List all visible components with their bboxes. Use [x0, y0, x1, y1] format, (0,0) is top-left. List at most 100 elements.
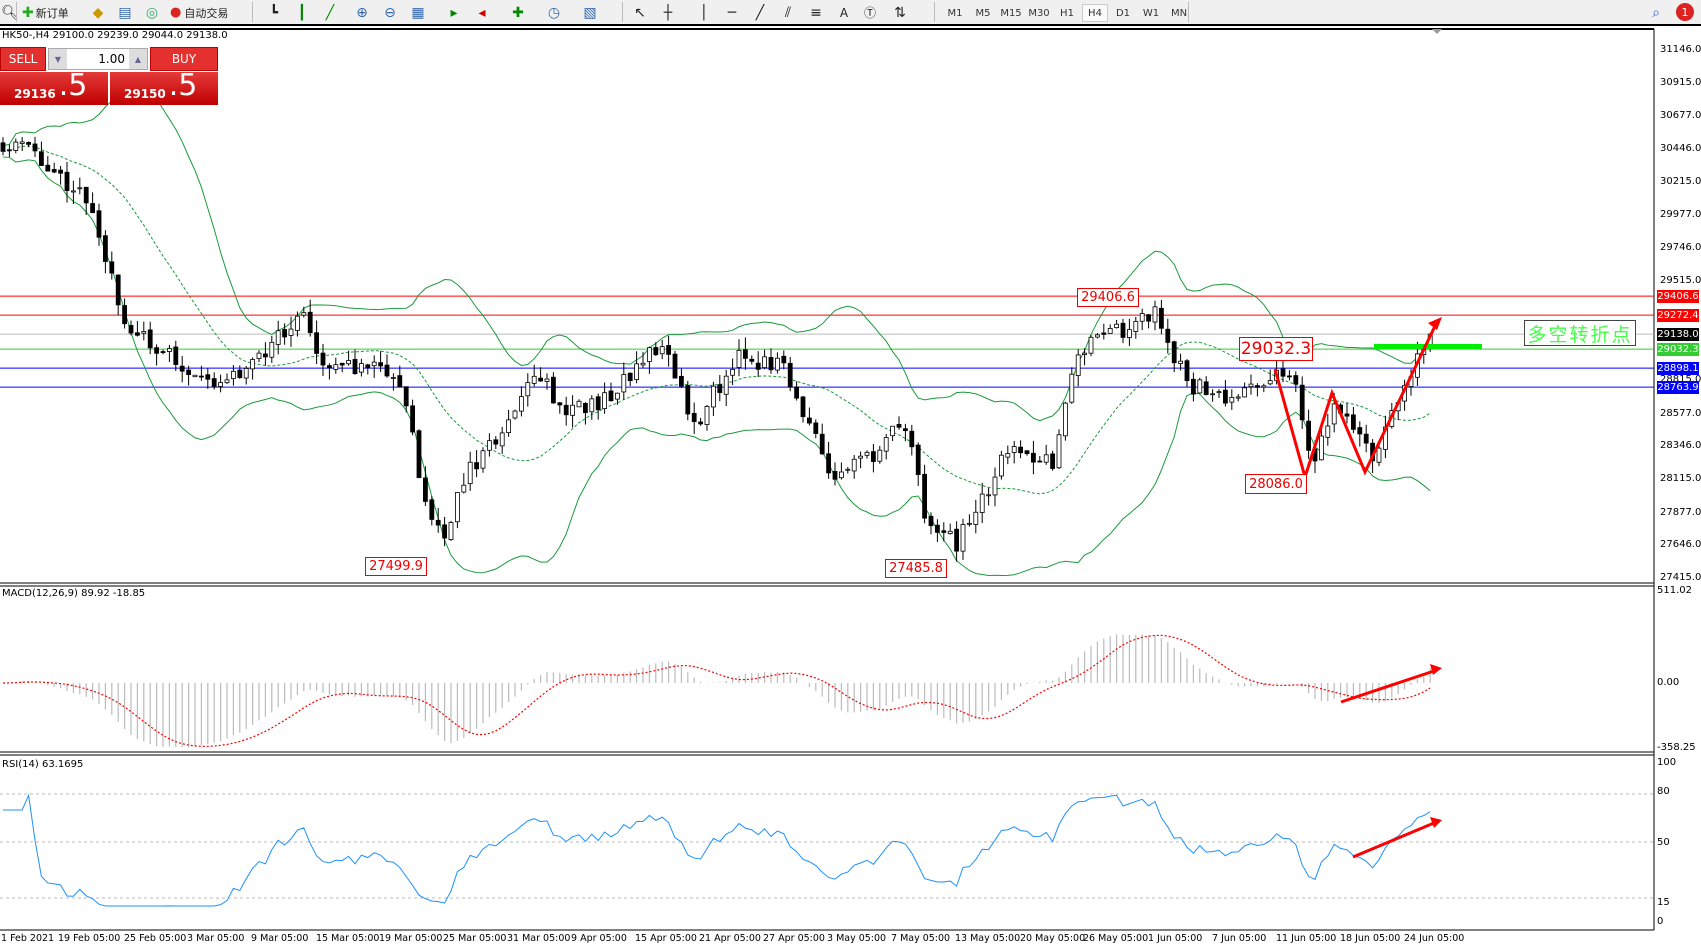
zoom-out-icon[interactable]: ⊖ [384, 4, 396, 21]
decrease-lot-button[interactable]: ▼ [49, 49, 67, 69]
autoscroll-icon[interactable]: ▸ [450, 4, 458, 21]
candle-body [1267, 380, 1273, 385]
new-order-button[interactable]: ✚ 新订单 [22, 3, 69, 22]
timeframe-w1[interactable]: W1 [1142, 7, 1160, 19]
equidistant-channel-icon[interactable]: ⫽ [784, 4, 792, 21]
candle-body [1005, 453, 1011, 458]
bollinger-middle [2, 145, 1431, 495]
sell-price[interactable]: 29136.5 [0, 71, 108, 105]
candle-body [410, 405, 416, 433]
candle-body [218, 382, 224, 387]
candle-body [736, 349, 742, 368]
time-axis-label: 3 May 05:00 [827, 933, 887, 944]
separator [622, 2, 623, 22]
annotation-recent-low[interactable]: 28086.0 [1245, 474, 1307, 494]
tile-windows-icon[interactable]: ▦ [411, 4, 425, 21]
time-axis-label: 27 Apr 05:00 [763, 933, 825, 944]
timeframe-h1[interactable]: H1 [1060, 7, 1074, 19]
time-axis-label: 7 Jun 05:00 [1212, 933, 1267, 944]
candle-body [134, 332, 140, 336]
search-icon[interactable]: ⌕ [1652, 4, 1660, 21]
zoom-in-icon[interactable]: ⊕ [356, 4, 368, 21]
candle-body [909, 430, 915, 448]
time-axis-label: 15 Apr 05:00 [635, 933, 697, 944]
text-icon[interactable]: A [839, 5, 849, 20]
arrows-icon[interactable]: ⇅ [894, 4, 906, 21]
annotation-low-may[interactable]: 27485.8 [885, 559, 947, 578]
turning-point-label[interactable]: 多空转折点 [1524, 320, 1636, 346]
sell-button[interactable]: SELL [0, 47, 46, 71]
text-label-icon[interactable]: Ⓣ [863, 6, 876, 20]
candle-body [647, 347, 652, 362]
candle-body [422, 477, 428, 502]
increase-lot-button[interactable]: ▲ [129, 49, 147, 69]
candle-body [883, 437, 889, 452]
rsi-axis-label: 0 [1657, 916, 1664, 927]
candle-body [1197, 379, 1203, 394]
candle-body [999, 454, 1004, 477]
buy-button[interactable]: BUY [150, 47, 218, 71]
candle-body [166, 348, 172, 352]
candle-body [544, 378, 550, 382]
time-axis-label: 1 Jun 05:00 [1148, 933, 1203, 944]
candle-body [51, 169, 57, 173]
chart-shift-icon[interactable]: ◂ [478, 4, 486, 21]
annotation-high[interactable]: 29406.6 [1077, 288, 1139, 307]
candle-body [871, 451, 876, 462]
timeframe-m30[interactable]: M30 [1028, 7, 1050, 19]
buy-price-fraction: .5 [168, 68, 198, 103]
candle-body [1146, 314, 1151, 322]
candle-body [615, 392, 620, 400]
trendline-icon[interactable]: ╱ [755, 4, 765, 21]
auto-trading-button[interactable]: ● 自动交易 [170, 3, 228, 22]
crosshair-icon[interactable]: ┼ [663, 4, 673, 21]
new-order-icon: ✚ [22, 4, 34, 21]
fibonacci-icon[interactable]: ≡ [810, 4, 822, 21]
timeframe-m15[interactable]: M15 [1000, 7, 1022, 19]
candle-body [1120, 322, 1126, 338]
templates-icon[interactable]: ▧ [583, 4, 597, 21]
candle-body [294, 315, 300, 331]
new-order-label: 新订单 [35, 6, 69, 20]
candle-body [928, 515, 934, 527]
navigator-icon[interactable]: ◆ [92, 4, 104, 21]
vertical-line-icon[interactable]: │ [699, 4, 709, 21]
chart-window[interactable] [0, 28, 1701, 949]
candle-body [506, 419, 512, 434]
candle-body [346, 360, 352, 365]
indicators-icon[interactable]: ✚ [512, 4, 524, 21]
buy-price[interactable]: 29150.5 [110, 68, 218, 105]
signals-icon[interactable]: ◎ [145, 4, 159, 21]
timeframe-m5[interactable]: M5 [975, 7, 991, 19]
candle-body [672, 353, 678, 379]
candle-body [0, 142, 6, 152]
chart-canvas[interactable] [0, 28, 1701, 949]
timeframe-mn[interactable]: MN [1170, 7, 1188, 19]
candle-body [1011, 446, 1017, 453]
notification-badge[interactable]: 1 [1676, 3, 1694, 21]
timeframe-m1[interactable]: M1 [947, 7, 963, 19]
candle-body [275, 330, 281, 345]
horizontal-line-icon[interactable]: ─ [727, 4, 737, 21]
candlestick-chart-icon[interactable]: ┃ [297, 4, 307, 21]
candle-body [71, 190, 76, 193]
line-chart-icon[interactable]: ╱ [325, 4, 335, 21]
terminal-icon[interactable]: ▤ [118, 4, 132, 21]
candle-body [1152, 306, 1158, 323]
bar-chart-icon[interactable]: ┗ [269, 4, 279, 21]
annotation-pivot[interactable]: 29032.3 [1239, 337, 1313, 361]
timeframe-d1[interactable]: D1 [1115, 7, 1131, 19]
lot-size-input[interactable]: 1.00 [98, 52, 125, 66]
timeframe-h4[interactable]: H4 [1082, 4, 1108, 22]
candle-body [480, 450, 486, 469]
periods-icon[interactable]: ◷ [547, 4, 561, 21]
cursor-icon[interactable]: ↖ [634, 4, 646, 21]
annotation-low-march[interactable]: 27499.9 [365, 557, 427, 576]
rsi-line [3, 793, 1431, 907]
price-axis-label: 29746.0 [1660, 242, 1701, 254]
candle-body [691, 413, 697, 423]
candle-body [947, 530, 953, 535]
chart-info: HK50-,H4 29100.0 29239.0 29044.0 29138.0 [2, 30, 228, 41]
lot-size-stepper[interactable]: ▼ 1.00 ▲ [48, 48, 148, 70]
search-icon[interactable]: 🔍︎ [1, 4, 19, 21]
